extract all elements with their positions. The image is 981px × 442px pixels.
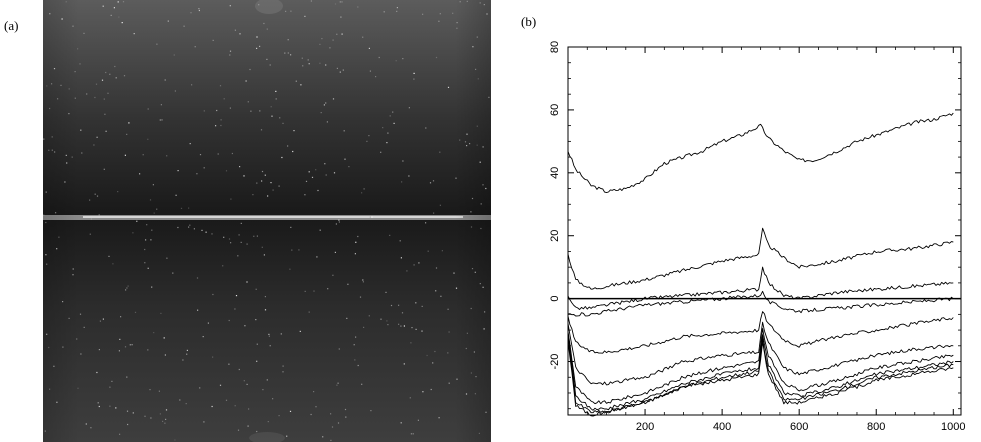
series-line-3 [567, 266, 954, 310]
series-line-2 [567, 227, 954, 290]
series-line-8 [567, 333, 954, 411]
series-line-4 [567, 290, 954, 317]
plot-frame [567, 46, 962, 416]
panel-b-label: (b) [521, 14, 537, 29]
ccd-noise-speckles [43, 0, 490, 441]
y-tick-label: 0 [549, 296, 561, 302]
x-tick-label: 600 [790, 421, 808, 433]
series-line-6 [567, 321, 954, 386]
series-line-1 [567, 112, 954, 194]
y-tick-label: 80 [549, 41, 561, 53]
ccd-frame-image [43, 0, 491, 442]
series-group [567, 112, 954, 417]
line-chart: 200 400 600 800 1000 -20 0 20 40 60 80 [549, 41, 966, 433]
x-tick-label: 400 [713, 421, 731, 433]
x-tick-label: 200 [636, 421, 654, 433]
series-line-5 [567, 311, 954, 354]
panel-a-label: (a) [4, 18, 19, 33]
x-tick-label: 800 [867, 421, 885, 433]
y-tick-label: -20 [549, 354, 561, 370]
series-line-7 [567, 328, 954, 405]
y-tick-label: 20 [549, 230, 561, 242]
axes-group: 200 400 600 800 1000 -20 0 20 40 60 80 [549, 41, 966, 433]
y-tick-label: 40 [549, 167, 561, 179]
x-tick-label: 1000 [941, 421, 965, 433]
series-line-10 [567, 340, 954, 417]
y-tick-label: 60 [549, 104, 561, 116]
